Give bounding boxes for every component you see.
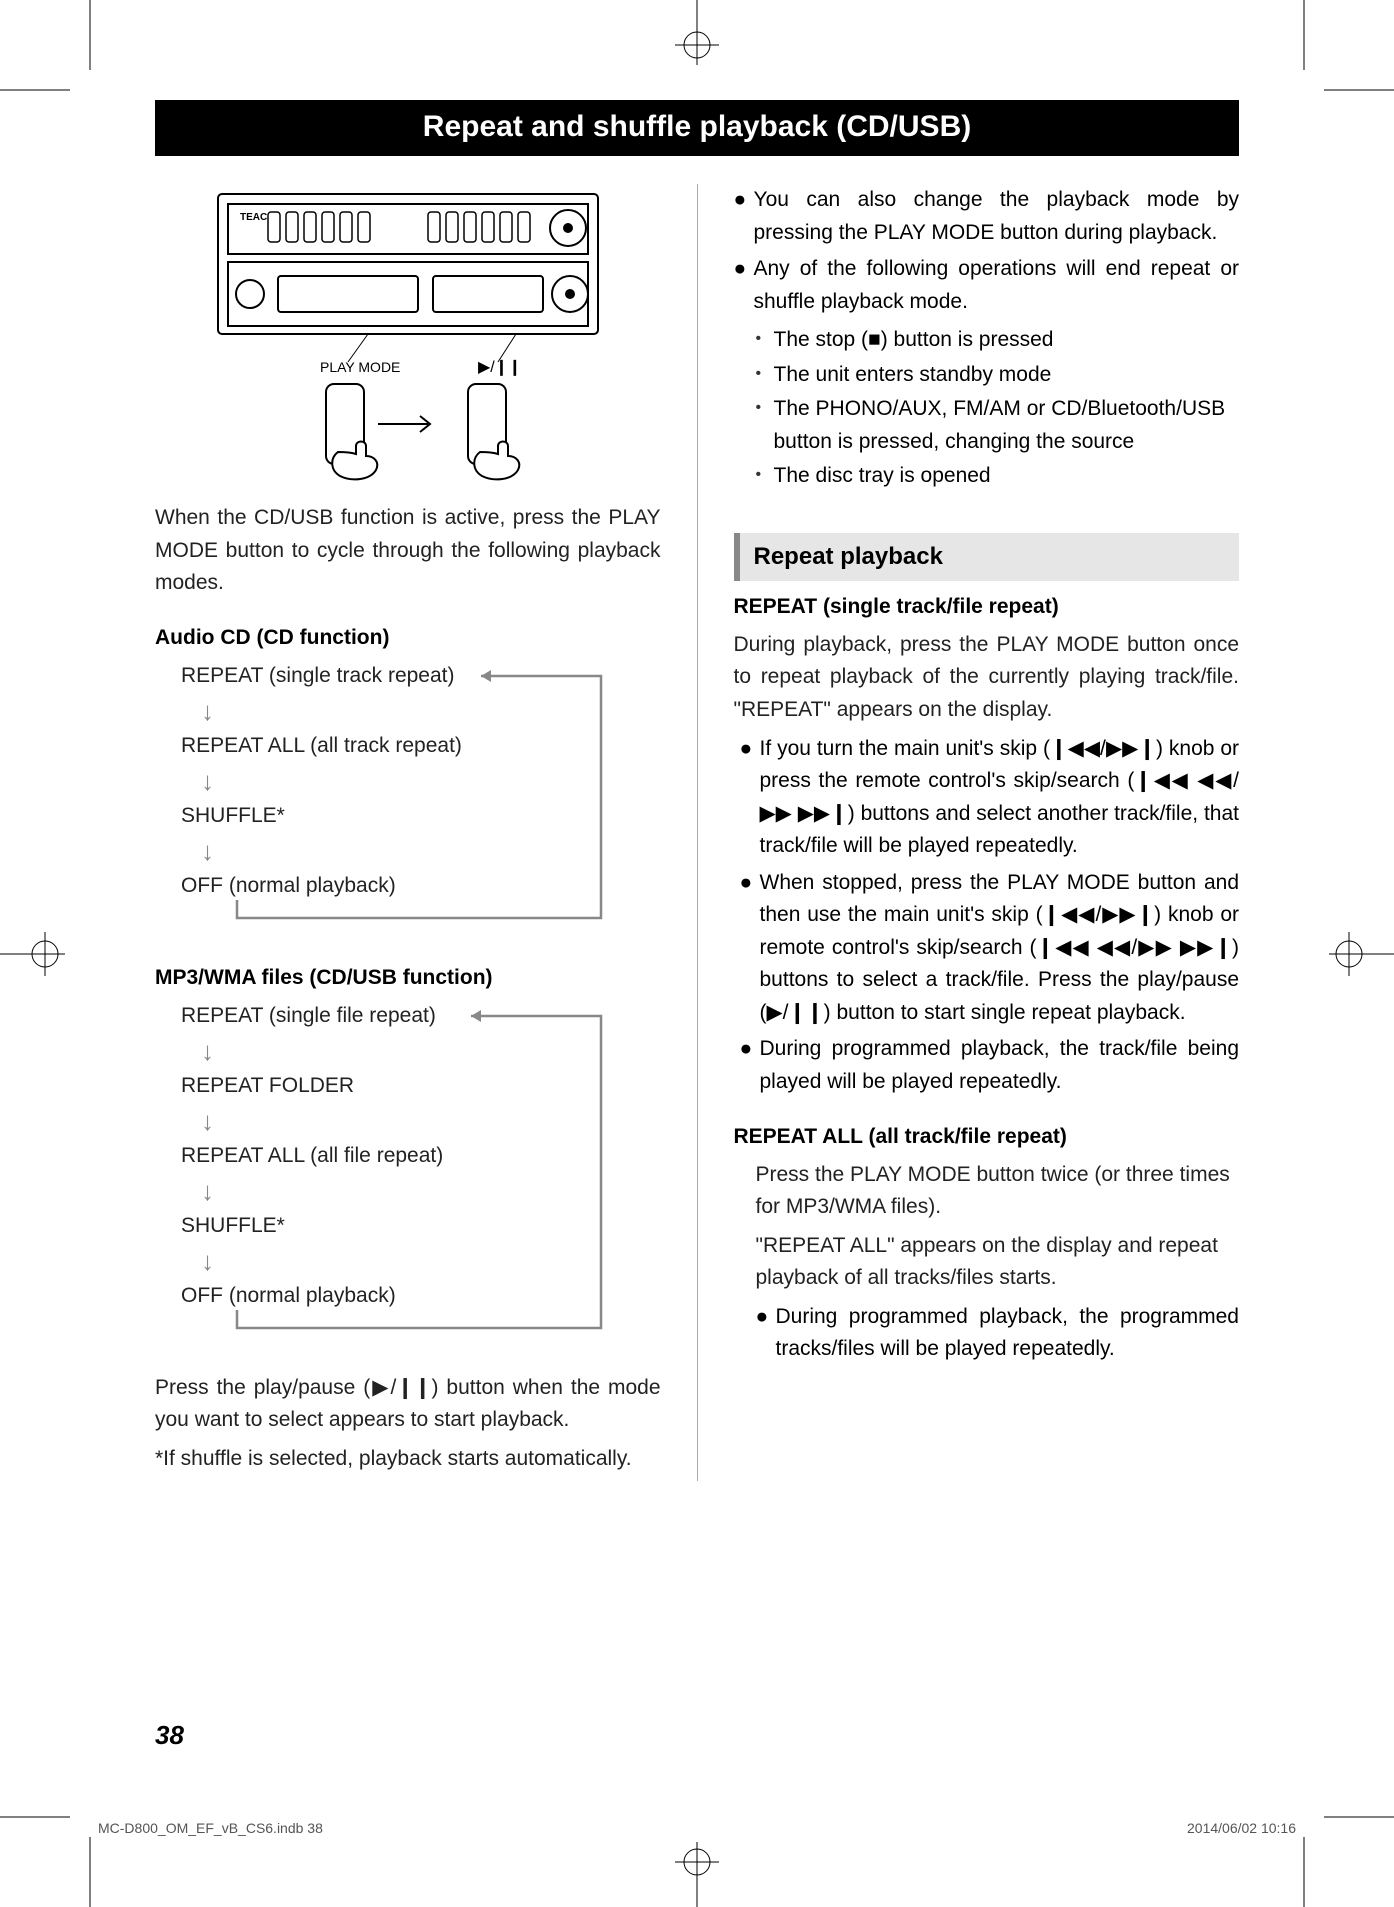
outro-text-2: *If shuffle is selected, playback starts… [155,1443,661,1476]
bullet-dot-icon: ● [740,733,760,863]
mp3-heading: MP3/WMA files (CD/USB function) [155,966,661,990]
audio-cd-heading: Audio CD (CD function) [155,626,661,650]
flow-item: OFF (normal playback) [181,1280,661,1312]
sub-item: •The stop (■) button is pressed [756,324,1240,357]
cd-flow-diagram: REPEAT (single track repeat) ↓ REPEAT AL… [181,660,661,940]
footer-timestamp: 2014/06/02 10:16 [1187,1820,1296,1836]
footer: MC-D800_OM_EF_vB_CS6.indb 38 2014/06/02 … [98,1820,1296,1836]
flow-item: REPEAT (single track repeat) [181,660,661,692]
right-column: ●You can also change the playback mode b… [734,184,1240,1481]
play-mode-label: PLAY MODE [320,359,400,375]
sub-item: •The unit enters standby mode [756,359,1240,392]
repeat-playback-section: Repeat playback [734,533,1240,581]
flow-item: SHUFFLE* [181,1210,661,1242]
repeat-all-para-1: Press the PLAY MODE button twice (or thr… [756,1159,1240,1224]
down-arrow-icon: ↓ [201,762,661,800]
down-arrow-icon: ↓ [201,1172,661,1210]
flow-item: REPEAT FOLDER [181,1070,661,1102]
repeat-all-heading: REPEAT ALL (all track/file repeat) [734,1125,1240,1149]
column-divider [697,184,698,1481]
page-title: Repeat and shuffle playback (CD/USB) [155,100,1239,156]
bullet-dot-icon: ● [740,1033,760,1098]
down-arrow-icon: ↓ [201,832,661,870]
sub-item: •The PHONO/AUX, FM/AM or CD/Bluetooth/US… [756,393,1240,458]
footer-filename: MC-D800_OM_EF_vB_CS6.indb 38 [98,1820,323,1836]
flow-item: REPEAT ALL (all track repeat) [181,730,661,762]
bullet-item: ●During programmed playback, the track/f… [740,1033,1240,1098]
bullet-item: ●Any of the following operations will en… [734,253,1240,318]
repeat-all-para-2: "REPEAT ALL" appears on the display and … [756,1230,1240,1295]
page-number: 38 [155,1720,184,1751]
flow-item: SHUFFLE* [181,800,661,832]
flow-item: OFF (normal playback) [181,870,661,902]
sub-dot-icon: • [756,359,774,392]
sub-item: •The disc tray is opened [756,460,1240,493]
mp3-flow-diagram: REPEAT (single file repeat) ↓ REPEAT FOL… [181,1000,661,1350]
repeat-single-bullets: ●If you turn the main unit's skip (❙◀◀/▶… [740,733,1240,1099]
bullet-item: ●You can also change the playback mode b… [734,184,1240,249]
bullet-dot-icon: ● [734,253,754,318]
down-arrow-icon: ↓ [201,692,661,730]
bullet-dot-icon: ● [740,867,760,1030]
sub-list: •The stop (■) button is pressed •The uni… [756,324,1240,493]
bullet-item: ●When stopped, press the PLAY MODE butto… [740,867,1240,1030]
repeat-single-para: During playback, press the PLAY MODE but… [734,629,1240,727]
play-pause-label: ▶/❙❙ [478,359,522,376]
bullet-dot-icon: ● [756,1301,776,1366]
top-bullets: ●You can also change the playback mode b… [734,184,1240,318]
down-arrow-icon: ↓ [201,1102,661,1140]
page-content: Repeat and shuffle playback (CD/USB) TEA… [155,100,1239,1481]
sub-dot-icon: • [756,324,774,357]
repeat-single-heading: REPEAT (single track/file repeat) [734,595,1240,619]
repeat-all-bullets: ●During programmed playback, the program… [756,1301,1240,1366]
down-arrow-icon: ↓ [201,1242,661,1280]
sub-dot-icon: • [756,460,774,493]
outro-text-1: Press the play/pause (▶/❙❙) button when … [155,1372,661,1437]
svg-text:TEAC: TEAC [240,212,267,223]
bullet-item: ●During programmed playback, the program… [756,1301,1240,1366]
bullet-dot-icon: ● [734,184,754,249]
device-illustration: TEAC P [198,184,618,484]
left-column: TEAC P [155,184,661,1481]
two-column-layout: TEAC P [155,184,1239,1481]
down-arrow-icon: ↓ [201,1032,661,1070]
sub-dot-icon: • [756,393,774,458]
flow-item: REPEAT (single file repeat) [181,1000,661,1032]
flow-item: REPEAT ALL (all file repeat) [181,1140,661,1172]
bullet-item: ●If you turn the main unit's skip (❙◀◀/▶… [740,733,1240,863]
intro-text: When the CD/USB function is active, pres… [155,502,661,600]
